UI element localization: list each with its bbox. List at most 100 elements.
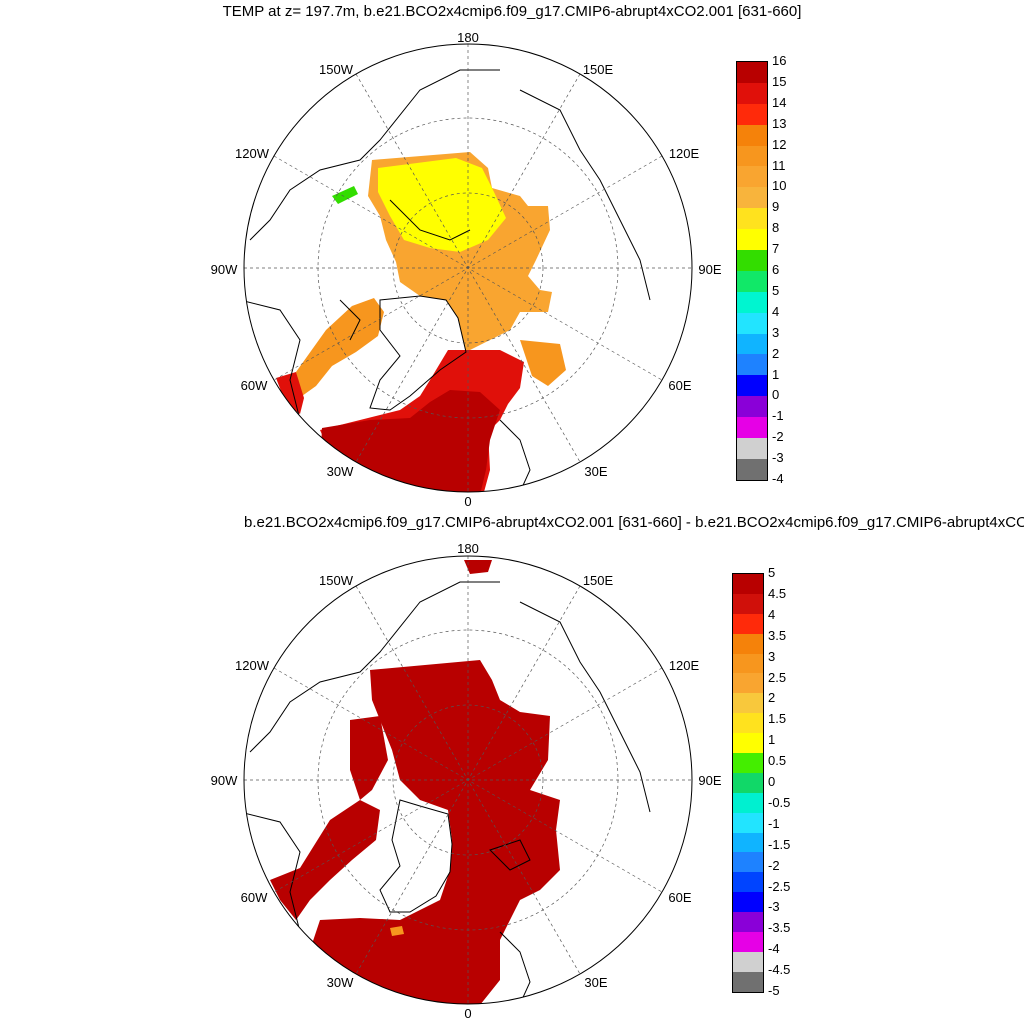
bottom-colorbar-segment [733,733,763,754]
lon-label-150w-bottom: 150W [319,573,354,588]
bottom-colorbar-segment [733,872,763,893]
bottom-colorbar-segment [733,693,763,714]
bottom-panel-title: b.e21.BCO2x4cmip6.f09_g17.CMIP6-abrupt4x… [244,514,1024,531]
lon-label-90w: 90W [211,262,238,277]
top-colorbar [736,61,768,481]
bottom-polar-map: 180 0 150W 150E 120W 120E 90W 90E 60W 60… [211,541,722,1021]
top-colorbar-tick-label: 11 [772,157,786,173]
top-colorbar-segment [737,208,767,230]
baffin-orange-region [296,298,384,396]
top-colorbar-tick-label: 7 [772,241,780,257]
lon-label-150e-bottom: 150E [583,573,614,588]
bottom-colorbar-tick-label: 3.5 [768,627,787,643]
arctic-difference-region [310,660,560,1004]
top-colorbar-tick-label: 1 [772,366,780,382]
top-colorbar-segment [737,458,767,480]
bottom-colorbar-segment [733,713,763,734]
lon-label-60e: 60E [668,378,691,393]
bottom-colorbar-tick-label: -4 [768,941,780,957]
lon-label-30e: 30E [584,464,607,479]
top-colorbar-tick-label: 16 [772,53,787,68]
bottom-colorbar-tick-label: 5 [768,565,776,580]
top-colorbar-tick-label: 14 [772,94,787,110]
top-colorbar-segment [737,229,767,251]
lon-label-150e: 150E [583,62,614,77]
bottom-colorbar-tick-label: 0.5 [768,753,787,769]
bottom-colorbar-tick-label: -2 [768,857,780,873]
lon-label-30w-bottom: 30W [327,975,354,990]
bottom-colorbar-segment [733,932,763,952]
top-colorbar-segment [737,354,767,376]
bottom-colorbar-tick-label: 1.5 [768,711,787,727]
top-colorbar-tick-label: 2 [772,345,780,361]
lon-label-120e: 120E [669,146,700,161]
bottom-colorbar-segment [733,832,763,853]
top-colorbar-segment [737,145,767,167]
lon-label-180-bottom: 180 [457,541,479,556]
lon-label-60w-bottom: 60W [241,890,268,905]
baffin-difference-region [270,800,380,920]
bottom-colorbar-segment [733,574,763,594]
lon-label-60w: 60W [241,378,268,393]
bottom-colorbar-segment [733,812,763,833]
bottom-coastlines [244,581,651,1004]
top-colorbar-tick-label: 10 [772,178,787,194]
bottom-map-border [243,555,693,1005]
bottom-colorbar-segment [733,951,763,972]
bottom-colorbar-segment [733,971,763,992]
bottom-colorbar-segment [733,653,763,674]
irminger-orange-spot [390,926,404,936]
top-panel-title: TEMP at z= 197.7m, b.e21.BCO2x4cmip6.f09… [222,3,802,20]
top-colorbar-tick-label: -2 [772,429,784,445]
bottom-colorbar-tick-label: -4.5 [768,962,791,978]
top-colorbar-tick-label: 15 [772,73,787,89]
bottom-colorbar-segment [733,892,763,913]
lon-label-60e-bottom: 60E [668,890,691,905]
top-coastlines [244,69,651,492]
lon-label-120w-bottom: 120W [235,658,270,673]
bottom-colorbar-tick-label: -0.5 [768,794,791,810]
bottom-colorbar-segment [733,772,763,793]
bottom-colorbar-tick-label: 2 [768,690,776,706]
lon-label-90e: 90E [698,262,721,277]
canada-difference-patch [350,716,388,800]
top-colorbar-segment [737,291,767,313]
top-colorbar-tick-label: 4 [772,303,780,319]
bottom-colorbar-segment [733,613,763,634]
bottom-colorbar-tick-label: 0 [768,774,776,789]
top-colorbar-segment [737,312,767,334]
lon-label-120w: 120W [235,146,270,161]
top-colorbar-segment [737,438,767,459]
lon-label-90w-bottom: 90W [211,773,238,788]
bottom-colorbar-segment [733,912,763,933]
bottom-colorbar-segment [733,593,763,614]
bottom-colorbar-segment [733,673,763,694]
bottom-colorbar-tick-label: -3.5 [768,920,791,936]
lon-label-30w: 30W [327,464,354,479]
top-colorbar-tick-label: 12 [772,136,787,152]
lon-label-0: 0 [464,494,471,509]
bottom-graticule [244,556,692,1004]
bottom-colorbar-tick-label: -1 [768,815,780,831]
top-colorbar-tick-label: -4 [772,471,784,486]
lon-label-180: 180 [457,30,479,45]
top-colorbar-tick-label: 13 [772,115,787,131]
bottom-colorbar-tick-label: 4.5 [768,585,787,601]
pacific-difference-patch [464,560,492,574]
top-colorbar-tick-label: 8 [772,220,780,236]
top-polar-map: 180 0 150W 150E 120W 120E 90W 90E 60W 60… [211,30,722,509]
labrador-red-spot [276,372,304,414]
top-colorbar-segment [737,124,767,146]
lon-label-120e-bottom: 120E [669,658,700,673]
top-colorbar-tick-label: 0 [772,387,780,403]
bottom-colorbar [732,573,764,993]
east-siberian-orange [520,340,566,386]
bottom-colorbar-tick-label: -1.5 [768,836,791,852]
top-colorbar-segment [737,62,767,83]
bottom-colorbar-tick-label: 2.5 [768,669,787,685]
bottom-colorbar-tick-label: -2.5 [768,878,791,894]
top-colorbar-tick-label: -1 [772,408,784,424]
lon-label-90e-bottom: 90E [698,773,721,788]
bottom-colorbar-tick-label: -3 [768,899,780,915]
top-colorbar-tick-label: 6 [772,262,780,277]
